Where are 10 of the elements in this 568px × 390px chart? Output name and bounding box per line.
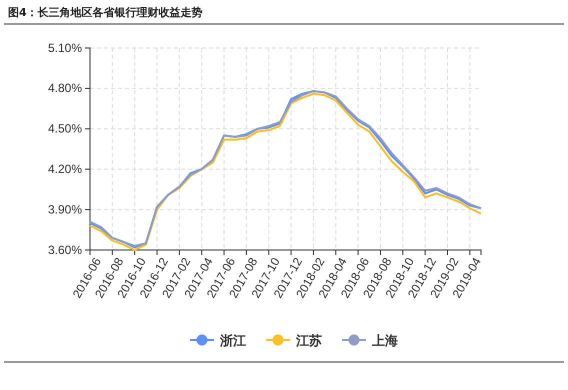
legend-label: 浙江 bbox=[219, 334, 246, 349]
chart-title: 图4：长三角地区各省银行理财收益走势 bbox=[8, 6, 203, 19]
y-tick-label: 4.80% bbox=[48, 81, 82, 96]
y-tick-label: 3.60% bbox=[48, 242, 82, 257]
y-tick-label: 4.20% bbox=[48, 162, 82, 176]
y-tick-label: 3.90% bbox=[48, 202, 82, 216]
legend-label: 上海 bbox=[371, 334, 398, 349]
y-tick-label: 4.50% bbox=[48, 122, 82, 136]
legend-label: 江苏 bbox=[295, 334, 322, 349]
y-tick-label: 5.10% bbox=[48, 40, 82, 55]
